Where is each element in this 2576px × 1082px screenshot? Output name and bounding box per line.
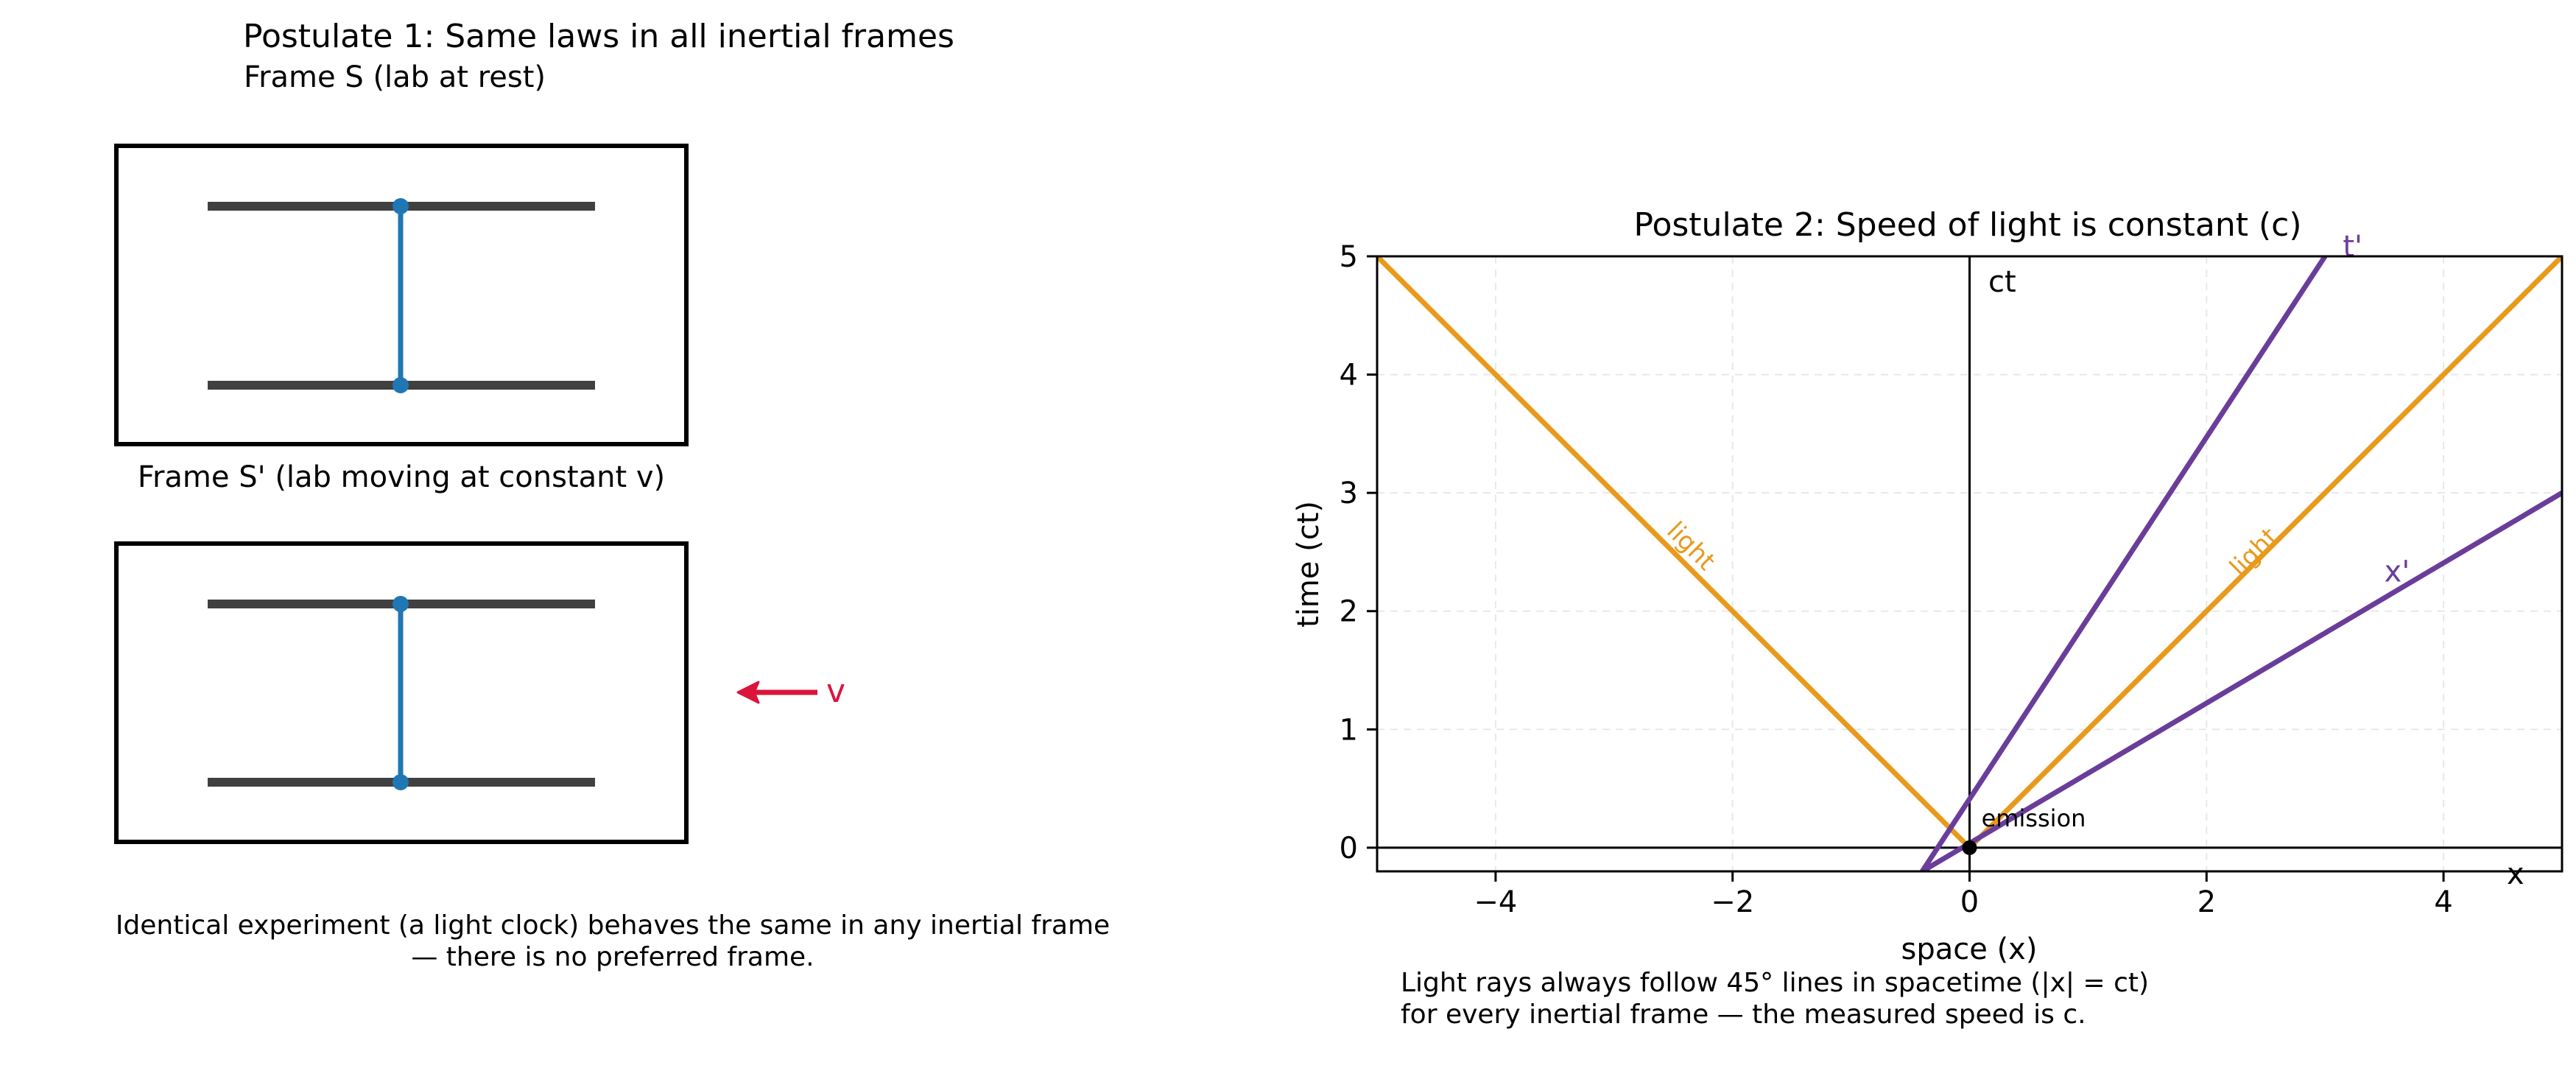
- ct-axis-label: ct: [1988, 265, 2016, 299]
- postulate-2-caption-line-1: Light rays always follow 45° lines in sp…: [1401, 968, 2149, 998]
- y-tick-label: 1: [1340, 713, 1358, 747]
- light-ray-line: [1968, 256, 2562, 850]
- y-axis-ticks: 0 1 2 3 4 5: [1340, 240, 1377, 865]
- postulate-2-panel: Postulate 2: Speed of light is constant …: [1292, 206, 2563, 1030]
- x-axis-ticks: −4 −2 0 2 4: [1474, 871, 2453, 919]
- velocity-arrow: v: [736, 672, 845, 710]
- postulate-2-caption-line-2: for every inertial frame — the measured …: [1401, 1000, 2086, 1030]
- boosted-axis-label: t': [2343, 230, 2362, 264]
- boosted-axis-label: x': [2385, 555, 2410, 589]
- emission-event-dot: [1962, 840, 1977, 855]
- y-tick-label: 2: [1340, 595, 1358, 629]
- clock-top-node: [393, 596, 409, 612]
- postulate-1-caption-line-1: Identical experiment (a light clock) beh…: [116, 910, 1110, 941]
- boosted-axis-line: [1920, 256, 2328, 871]
- clock-top-node: [393, 198, 409, 214]
- frame-s-prime-box: [114, 541, 689, 844]
- x-tick-label: 0: [1960, 885, 1979, 919]
- chart-title: Postulate 2: Speed of light is constant …: [1634, 206, 2302, 244]
- x-tick-label: −2: [1711, 885, 1754, 919]
- y-tick-label: 5: [1340, 240, 1358, 274]
- series: [1377, 256, 2562, 871]
- clock-bottom-node: [393, 377, 409, 393]
- postulate-1-title: Postulate 1: Same laws in all inertial f…: [243, 18, 954, 55]
- x-axis-inline-label: x: [2507, 857, 2524, 891]
- y-tick-label: 4: [1340, 359, 1358, 393]
- emission-label: emission: [1982, 804, 2086, 832]
- light-label: light: [2224, 522, 2284, 583]
- x-tick-label: 4: [2434, 885, 2452, 919]
- x-tick-label: 2: [2197, 885, 2216, 919]
- y-tick-label: 0: [1340, 832, 1358, 865]
- light-ray-line: [1377, 256, 1971, 850]
- velocity-label: v: [826, 672, 845, 710]
- clock-bottom-node: [393, 774, 409, 790]
- y-axis-label: time (ct): [1292, 501, 1326, 628]
- postulate-1-caption-line-2: — there is no preferred frame.: [411, 942, 814, 972]
- frame-s-prime-label: Frame S' (lab moving at constant v): [138, 460, 665, 494]
- postulate-1-panel: Postulate 1: Same laws in all inertial f…: [114, 18, 1110, 972]
- x-tick-label: −4: [1474, 885, 1517, 919]
- frame-s-label: Frame S (lab at rest): [244, 60, 546, 94]
- boosted-axis-line: [1921, 491, 2562, 871]
- y-tick-label: 3: [1340, 477, 1358, 510]
- x-axis-label: space (x): [1901, 932, 2038, 966]
- frame-s-box: [114, 144, 689, 446]
